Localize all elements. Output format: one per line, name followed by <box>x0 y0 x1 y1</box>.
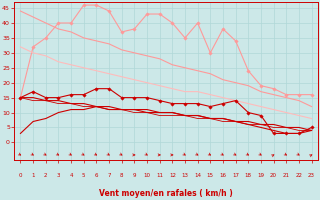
X-axis label: Vent moyen/en rafales ( km/h ): Vent moyen/en rafales ( km/h ) <box>99 189 233 198</box>
